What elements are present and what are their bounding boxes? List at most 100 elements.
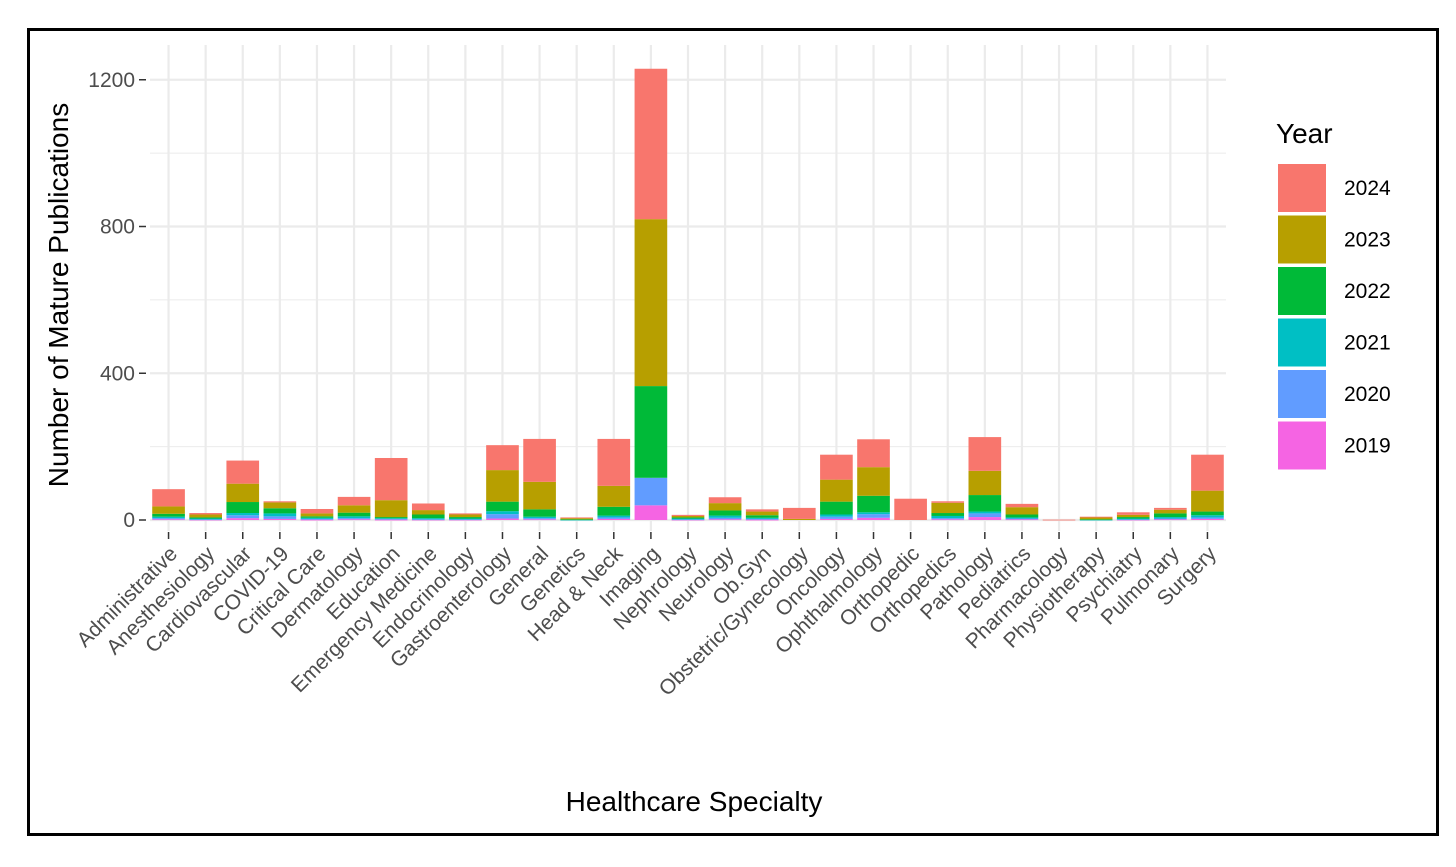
bar-segment — [1191, 490, 1224, 512]
bar-segment — [597, 485, 631, 507]
bar-segment — [968, 437, 1002, 471]
legend-label: 2021 — [1344, 332, 1391, 355]
bar-segment — [708, 497, 742, 504]
bar-segment — [857, 517, 890, 520]
bar-segment — [189, 514, 222, 518]
bar-segment — [820, 501, 853, 515]
bar-segment — [560, 518, 594, 520]
bar-segment — [857, 467, 890, 496]
bar-segment — [411, 503, 445, 511]
bar-segment — [523, 438, 556, 482]
bar-segment — [931, 501, 965, 503]
bar-segment — [152, 506, 185, 514]
bar-segment — [1154, 519, 1187, 521]
bar-segment — [374, 500, 408, 518]
bar-segment — [523, 481, 556, 510]
bar-segment — [1005, 519, 1039, 521]
bar-segment — [671, 518, 705, 520]
bar-segment — [671, 519, 705, 521]
bar-segment — [745, 511, 779, 516]
bar-segment — [857, 514, 890, 518]
bar-segment — [374, 457, 408, 501]
bar-segment — [931, 513, 965, 516]
legend-items: 2024 2023 2022 2021 2020 2019 — [1278, 164, 1391, 470]
bar-segment — [226, 502, 260, 514]
bar-segment — [189, 518, 222, 520]
bar-segment — [1005, 514, 1039, 518]
stacked-bar-chart: 0 400 800 1200 AdministrativeAnesthesiology… — [43, 45, 1391, 817]
legend-label: 2022 — [1344, 280, 1391, 303]
bar-segment — [931, 515, 965, 519]
bar-segment — [337, 518, 371, 520]
bar-segment — [300, 518, 334, 520]
bar-segment — [226, 518, 260, 520]
bar-segment — [374, 517, 408, 519]
bar-segment — [337, 519, 371, 521]
bar-segment — [226, 515, 260, 519]
bar-segment — [337, 496, 371, 506]
bar-segment — [337, 505, 371, 513]
bar-segment — [820, 479, 853, 502]
bar-segment — [820, 514, 853, 517]
bar-segment — [1079, 519, 1113, 521]
bar-segment — [523, 509, 556, 517]
bar-segment — [671, 514, 705, 516]
bar-segment — [263, 502, 297, 509]
bar-segment — [1042, 519, 1076, 521]
bar-segment — [189, 517, 222, 519]
bar-segment — [1116, 517, 1150, 519]
bar-segment — [263, 518, 297, 520]
bar-segment — [820, 518, 853, 520]
bar-segment — [374, 519, 408, 521]
bar-segment — [1116, 512, 1150, 515]
bar-segment — [968, 513, 1002, 518]
bar-segment — [263, 516, 297, 519]
bar-segment — [857, 495, 890, 513]
bar-segment — [486, 445, 519, 471]
bar-segment — [968, 511, 1002, 514]
legend-swatch — [1278, 164, 1326, 212]
bar-segment — [931, 502, 965, 514]
bar-segment — [300, 508, 334, 514]
bar-segment — [449, 514, 482, 518]
bar-segment — [931, 519, 965, 521]
bar-segment — [300, 517, 334, 519]
y-axis-title: Number of Mature Publications — [43, 103, 74, 487]
bar-segment — [1154, 517, 1187, 519]
legend-label: 2019 — [1344, 435, 1391, 458]
bar-segment — [745, 515, 779, 518]
bar-segment — [523, 516, 556, 519]
legend-swatch — [1278, 215, 1326, 264]
bar-segment — [486, 511, 519, 515]
bar-segment — [857, 512, 890, 515]
legend: Year 2024 2023 2022 2021 2020 2019 — [1276, 118, 1391, 470]
bar-segment — [1154, 513, 1187, 518]
bar-segment — [523, 518, 556, 520]
bar-segment — [820, 516, 853, 519]
bar-segment — [634, 477, 668, 506]
bar-segment — [560, 517, 594, 519]
x-axis-ticks: AdministrativeAnesthesiologyCardiovascul… — [73, 532, 1221, 700]
bar-segment — [634, 386, 668, 478]
bar-segment — [411, 510, 445, 515]
bar-segment — [300, 513, 334, 517]
legend-label: 2020 — [1344, 383, 1391, 406]
bar-segment — [263, 513, 297, 517]
bar-segment — [931, 518, 965, 520]
bar-segment — [1191, 515, 1224, 518]
bar-segment — [968, 517, 1002, 520]
bar-segment — [486, 518, 519, 520]
bar-segment — [1005, 507, 1039, 515]
bar-segment — [782, 507, 816, 519]
bar-segment — [374, 518, 408, 519]
legend-label: 2023 — [1344, 229, 1391, 252]
y-tick-label: 800 — [100, 216, 135, 239]
bar-segment — [894, 498, 927, 520]
bar-segment — [1005, 503, 1039, 508]
bar-segment — [1116, 514, 1150, 518]
bar-segment — [1191, 511, 1224, 516]
bar-segment — [671, 517, 705, 519]
legend-swatch — [1278, 421, 1326, 470]
bar-segment — [486, 514, 519, 519]
bar-segment — [411, 519, 445, 521]
